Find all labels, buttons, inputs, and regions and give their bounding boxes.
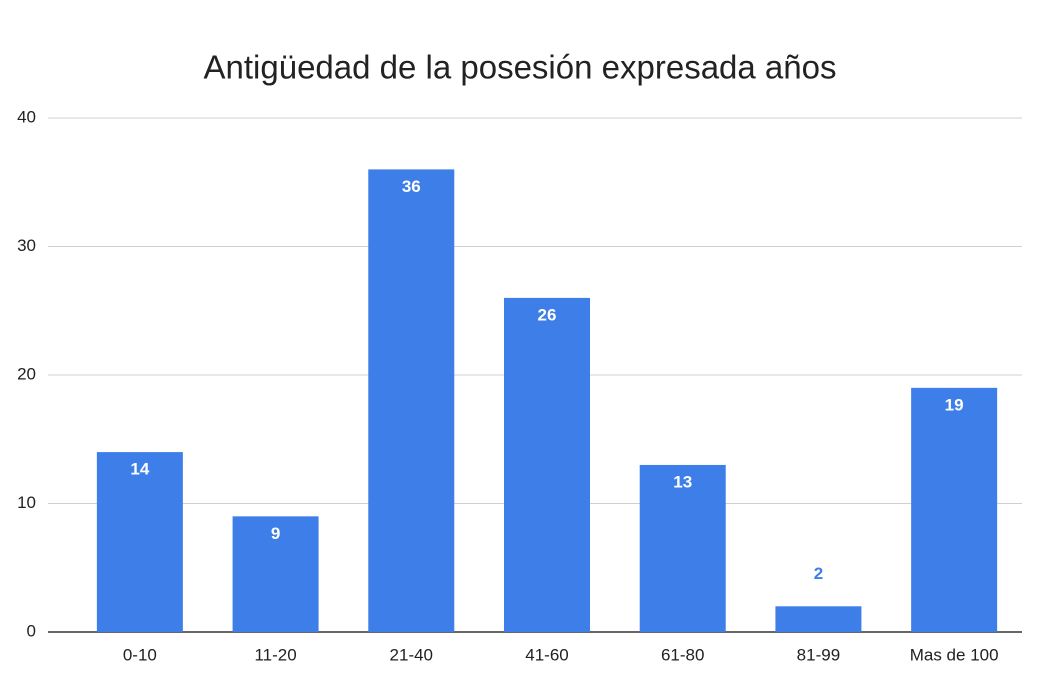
chart-title: Antigüedad de la posesión expresada años [204,49,837,86]
y-tick-label: 10 [17,493,36,512]
value-label: 2 [814,564,823,583]
value-label: 13 [673,472,692,491]
y-tick-label: 0 [27,621,36,640]
bar [775,606,862,632]
x-tick-label: Mas de 100 [910,645,999,664]
value-label: 36 [402,177,421,196]
value-label: 9 [271,524,280,543]
x-tick-label: 41-60 [525,645,568,664]
bar [911,387,998,632]
value-label: 26 [538,305,557,324]
x-tick-label: 21-40 [390,645,433,664]
bar [639,464,726,632]
y-tick-label: 20 [17,364,36,383]
bar [504,297,590,632]
value-label: 14 [130,460,149,479]
bar [368,169,455,632]
value-label: 19 [945,395,964,414]
x-tick-label: 0-10 [123,645,157,664]
bar [232,516,319,632]
x-tick-label: 11-20 [254,645,296,664]
x-tick-label: 61-80 [661,645,704,664]
y-tick-label: 30 [17,236,36,255]
x-tick-label: 81-99 [797,645,840,664]
y-tick-label: 40 [17,107,36,126]
bar [96,452,183,632]
